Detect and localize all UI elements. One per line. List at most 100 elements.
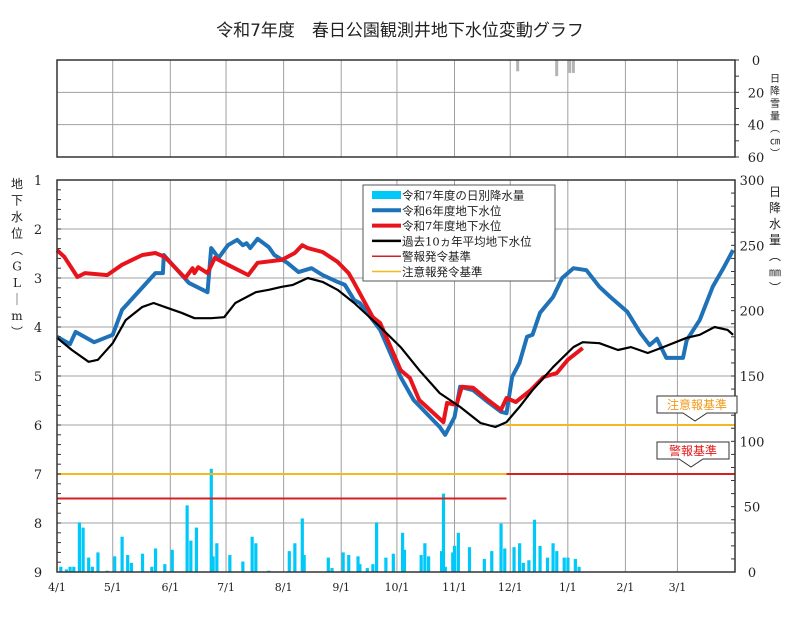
snowfall-bar [516,60,520,72]
left-tick-label: 6 [34,419,42,434]
left-axis-label-char: G [12,260,22,274]
x-tick-label: 3/1 [669,581,687,594]
rainfall-bar [538,545,542,572]
rainfall-bar [113,556,117,572]
rainfall-bar [241,561,245,572]
rainfall-bar [551,543,555,572]
snow-tick-label: 40 [748,119,765,134]
snow-axis-label-char: 日 [770,74,780,85]
legend-label: 注意報発令基準 [402,265,483,279]
snowfall-bar [571,60,575,73]
series-line-2 [56,276,734,429]
right-axis-label-char: 水 [769,217,781,231]
right-axis-label-char: ︵ [769,249,781,263]
rainfall-bar [577,566,581,572]
rainfall-bar [87,557,91,572]
right-axis-label-char: ㎜ [769,265,781,279]
rainfall-bar [374,522,379,572]
rainfall-bar [456,532,460,572]
callout-box [656,441,730,468]
left-tick-label: 5 [34,370,42,385]
left-tick-label: 7 [34,468,42,483]
callout-warning: 警報基準 [669,443,717,458]
snowfall-bar [568,60,572,73]
left-tick-label: 3 [34,272,42,287]
rainfall-bar [211,556,215,572]
rainfall-bar [427,556,431,572]
snow-plot-frame [56,59,736,158]
rainfall-bar [302,555,306,572]
rainfall-bar [482,558,486,572]
rainfall-bar [365,568,369,572]
legend-label: 令和7年度地下水位 [402,219,501,233]
snow-axis-label-char: ︵ [770,124,780,135]
right-tick-label: 200 [740,305,765,320]
rainfall-bar [126,555,130,572]
x-tick-label: 12/1 [498,581,523,594]
rainfall-bar [443,566,447,572]
snow-tick-label: 0 [752,54,760,69]
rainfall-bar [545,557,550,572]
rainfall-bar [527,560,531,572]
right-axis-label-char: 量 [769,233,781,247]
x-tick-label: 2/1 [617,581,635,594]
rainfall-bar [384,557,388,572]
left-axis-label-char: L [13,276,21,290]
rainfall-bar [503,548,507,572]
rainfall-bar [72,566,76,572]
rainfall-bar [250,536,254,572]
chart-title: 令和7年度 春日公園観測井地下水位変動グラフ [216,21,584,41]
rainfall-bar [150,566,154,572]
snow-axis-label-char: 降 [770,85,780,98]
rainfall-bar [499,523,503,572]
rainfall-bar [391,553,395,572]
rainfall-bar [419,555,423,572]
rainfall-bar [423,543,427,572]
rainfall-bar [573,558,577,572]
left-tick-label: 9 [34,566,42,581]
x-tick-label: 4/1 [48,581,66,594]
rainfall-bar [566,557,570,572]
left-axis-label-char: m [11,309,23,323]
legend-label: 過去10ヵ年平均地下水位 [402,234,532,248]
rainfall-bar [153,548,158,572]
rainfall-bar [209,468,213,572]
rainfall-bar [163,564,167,572]
left-axis-label-char: ︵ [11,243,23,257]
left-axis-label-char: 水 [11,210,23,224]
left-axis-label-char: 位 [11,226,23,241]
left-axis-label-char: 下 [11,194,23,208]
right-tick-label: 150 [740,370,765,385]
legend-label: 令和7年度の日別降水量 [402,189,524,203]
snow-axis-label-char: ㎝ [770,137,780,148]
rainfall-bar [185,505,189,572]
callout-box [656,395,738,422]
rainfall-bar [90,566,94,572]
snow-axis-label-char: 雪 [770,98,780,110]
x-tick-label: 6/1 [161,581,179,594]
rainfall-bar [215,543,219,572]
snow-tick-label: 20 [748,86,765,101]
legend-label: 令和6年度地下水位 [402,204,501,218]
left-tick-label: 1 [34,174,42,189]
rainfall-bar [490,551,494,572]
snow-axis-label-char: ︶ [770,148,780,160]
snow-axis-label-char: 量 [770,111,780,123]
x-tick-label: 8/1 [275,581,293,594]
right-axis-label-char: 降 [769,201,781,215]
left-axis-label-char: ｜ [11,293,23,307]
rainfall-bar [140,553,145,572]
snow-tick-label: 60 [748,151,765,166]
left-tick-label: 2 [34,223,42,238]
left-tick-label: 8 [34,517,42,532]
rainfall-bar [129,562,134,572]
rainfall-bar [521,562,525,572]
right-tick-label: 50 [744,501,761,516]
rainfall-bar [441,493,446,572]
legend-box [362,184,556,282]
x-tick-label: 5/1 [104,581,122,594]
right-axis-label-char: ︶ [769,281,781,295]
rainfall-bar [81,527,85,572]
